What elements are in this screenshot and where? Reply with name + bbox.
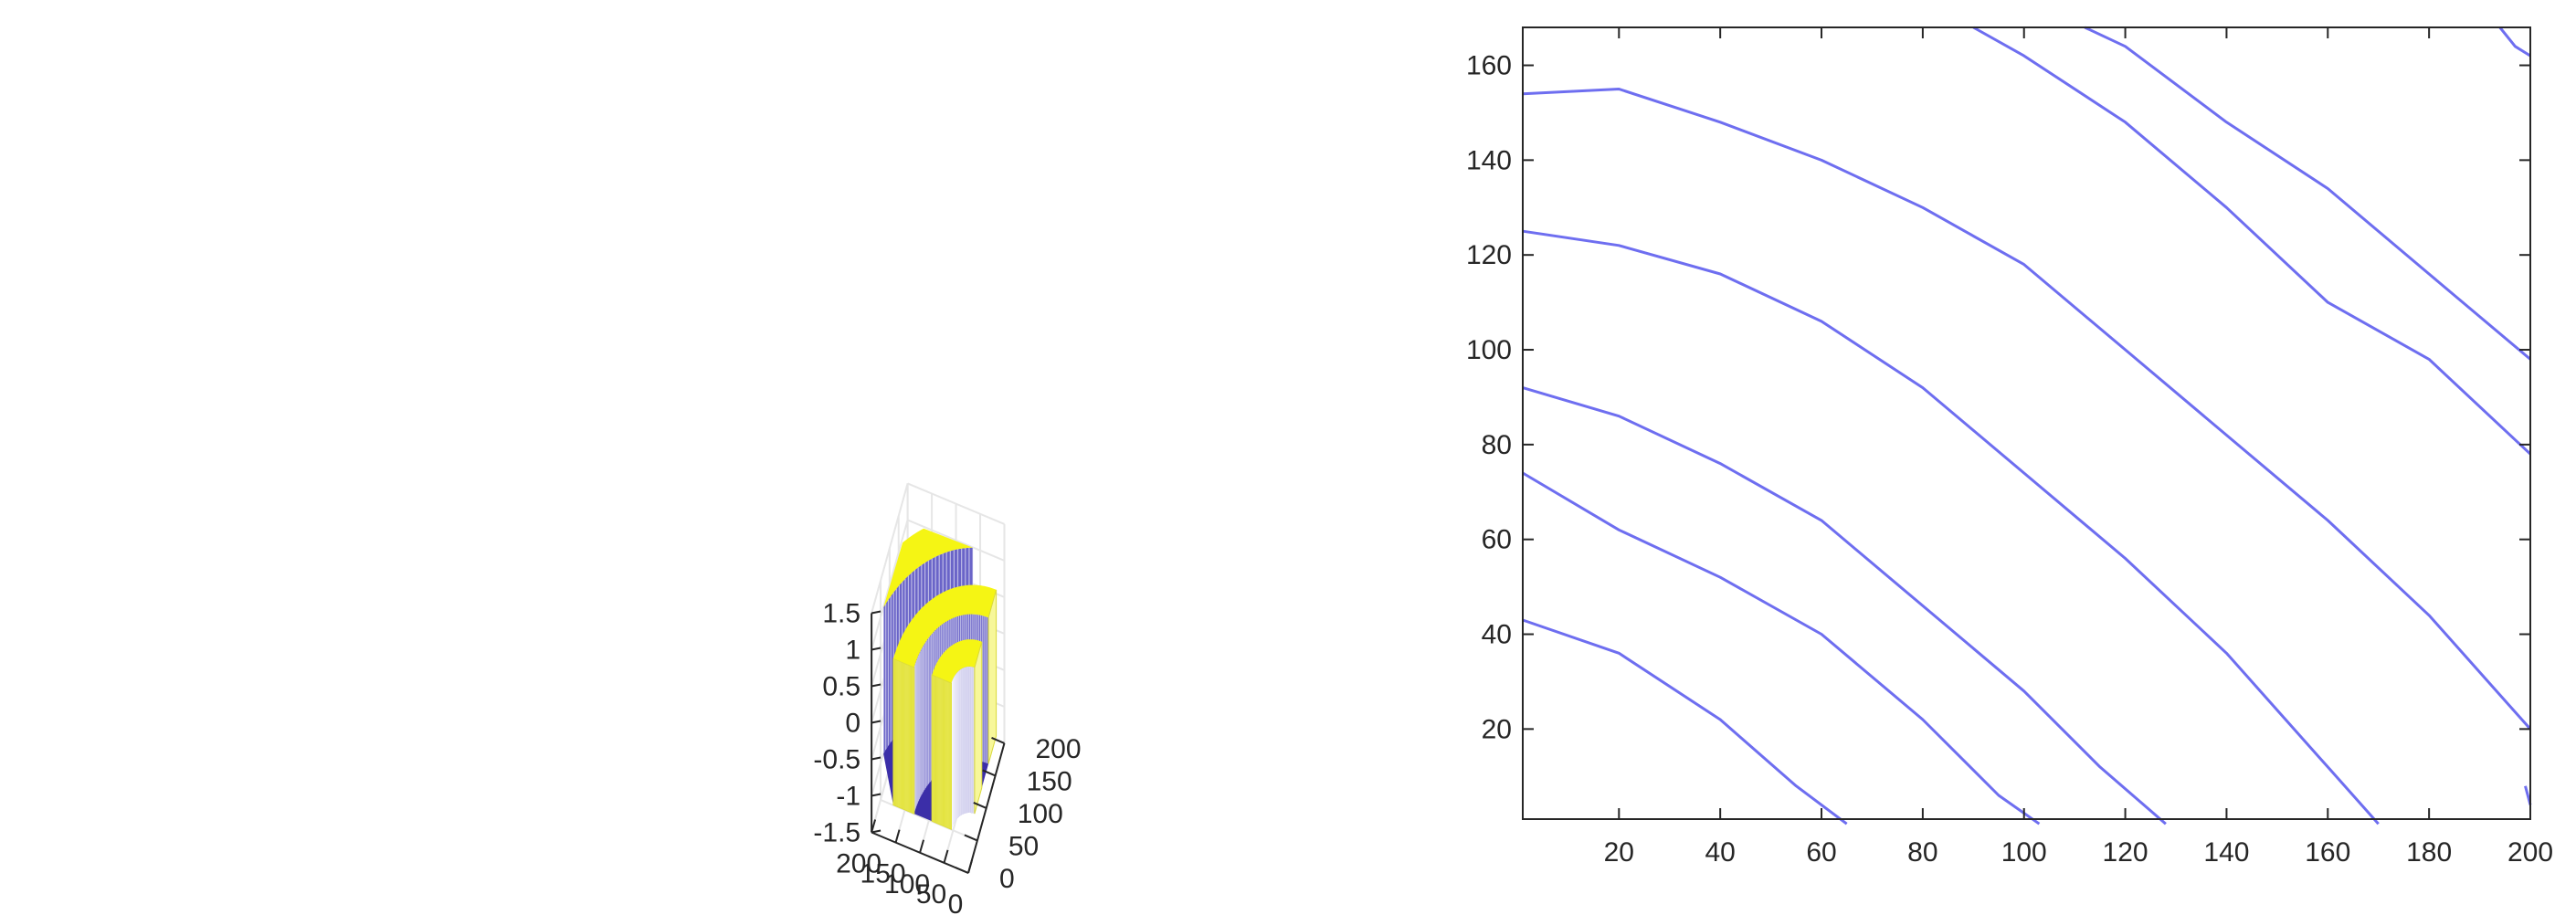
x-tick-mark (919, 839, 925, 854)
x-tick-label: 200 (836, 849, 882, 879)
contour-x-tick-label: 100 (2001, 837, 2047, 868)
contour-x-tick-label: 180 (2406, 837, 2452, 868)
z-tick-mark (871, 829, 882, 834)
y-tick-label: 50 (1008, 831, 1039, 861)
contour-x-ticks: 20 40 60 80 100 120 140 160 180 200 (1604, 27, 2553, 868)
surface-side-face (974, 641, 983, 815)
contour-y-tick-label: 40 (1482, 620, 1512, 650)
contour-line (2498, 26, 2531, 58)
z-tick-mark (871, 647, 882, 651)
contour-x-tick-label: 160 (2305, 837, 2350, 868)
contour-x-tick-label: 140 (2203, 837, 2249, 868)
surface-high-band (892, 584, 997, 668)
contour-axes-box (1522, 26, 2531, 820)
z-tick-label: 0.5 (822, 672, 860, 702)
x-tick-mark (943, 849, 949, 864)
grid-line (871, 520, 909, 650)
x-tick-mark (967, 859, 973, 874)
x-tick-label: 100 (884, 869, 930, 899)
x-tick-mark (894, 829, 901, 843)
contour-y-tick-label: 20 (1482, 714, 1512, 744)
contour-y-tick-label: 80 (1482, 430, 1512, 460)
z-tick-mark (871, 683, 882, 688)
contour-y-tick-label: 60 (1482, 525, 1512, 555)
z-tick-mark (871, 793, 882, 797)
contour-line (2084, 26, 2531, 361)
contour-lines (1522, 26, 2532, 826)
x-tick-mark (871, 819, 877, 833)
surface-high-band (932, 639, 982, 684)
z-tick-label: 0 (845, 709, 860, 739)
x-tick-label: 150 (860, 859, 906, 889)
y-tick-mark (991, 736, 1005, 744)
y-tick-label: 0 (999, 864, 1015, 894)
contour-line (1522, 618, 1848, 826)
contour-x-tick-label: 40 (1705, 837, 1735, 868)
grid-line (871, 483, 909, 614)
grid-line (907, 482, 1005, 525)
contour-x-tick-label: 60 (1806, 837, 1836, 868)
y-tick-label: 100 (1018, 799, 1063, 829)
y-tick-mark (964, 834, 978, 842)
contour-axes (1522, 26, 2531, 820)
z-tick-label: -0.5 (813, 745, 860, 775)
surface-high-band (883, 528, 974, 608)
z-tick-mark (871, 720, 882, 724)
z-tick-label: 1 (845, 636, 860, 666)
y-tick-label: 150 (1027, 766, 1072, 796)
surface-side-face (987, 589, 998, 764)
y-tick-mark (955, 867, 969, 874)
z-tick-mark (871, 610, 882, 615)
contour-line (1522, 386, 2167, 826)
surface-mesh (882, 528, 998, 830)
z-axis-ticks: -1.5 -1 -0.5 0 0.5 1 1.5 (813, 599, 882, 848)
contour-plot: 20 40 60 80 100 120 140 160 180 200 20 40 60 80 100 12… (1466, 26, 2553, 868)
contour-x-tick-label: 120 (2103, 837, 2148, 868)
x-tick-label: 0 (948, 889, 964, 915)
contour-y-tick-label: 100 (1466, 335, 1512, 365)
contour-y-tick-label: 160 (1466, 51, 1512, 81)
contour-line (1522, 471, 2041, 826)
contour-line (1972, 26, 2532, 456)
z-tick-label: -1.5 (813, 818, 860, 848)
z-tick-label: -1 (836, 782, 860, 812)
z-tick-label: 1.5 (822, 599, 860, 629)
contour-x-tick-label: 200 (2507, 837, 2553, 868)
contour-x-tick-label: 20 (1604, 837, 1634, 868)
contour-y-tick-label: 140 (1466, 145, 1512, 175)
x-tick-label: 50 (916, 879, 946, 910)
contour-x-tick-label: 80 (1907, 837, 1937, 868)
y-tick-label: 200 (1036, 734, 1082, 764)
contour-y-ticks: 20 40 60 80 100 120 140 160 (1466, 51, 2530, 744)
contour-line (1522, 229, 2380, 826)
y-tick-mark (982, 769, 997, 777)
contour-y-tick-label: 120 (1466, 240, 1512, 270)
y-tick-mark (973, 802, 987, 809)
contour-line (1522, 88, 2532, 731)
grid-line (907, 519, 1005, 562)
z-tick-mark (871, 756, 882, 761)
